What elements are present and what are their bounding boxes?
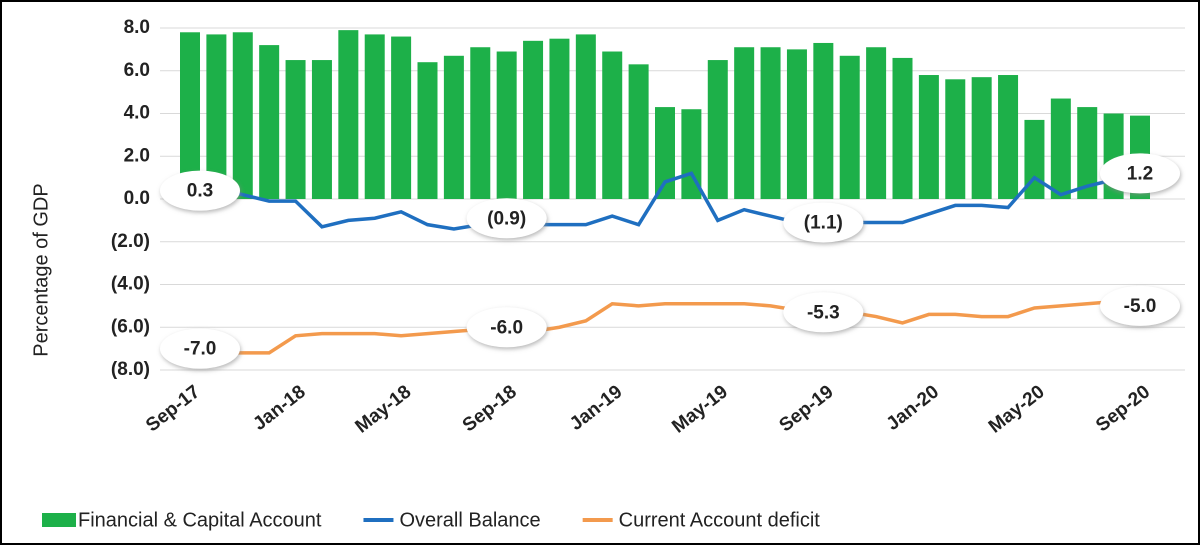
line [189,299,1141,355]
data-label-bubble [1100,153,1180,194]
legend-item: Overall Balance [363,509,541,531]
data-label-bubble [783,292,864,333]
bar [443,55,464,199]
data-label-bubble [466,307,547,348]
bar [311,60,332,199]
bar [232,32,253,200]
legend-label: Financial & Capital Account [78,509,322,531]
bar [549,38,570,199]
bar [523,40,544,200]
bar [1050,98,1071,199]
bar [786,49,807,199]
bar [417,62,438,200]
y-tick-label: (8.0) [111,359,150,380]
y-tick-label: 6.0 [124,60,150,81]
y-tick-label: (6.0) [111,316,150,337]
bar [945,79,966,199]
data-label-text: -7.0 [184,339,217,360]
data-label-bubble [160,328,240,369]
bar [364,34,385,199]
bar [655,107,675,199]
bar [734,47,755,199]
bar [839,55,860,199]
data-label-bubble [160,170,240,211]
legend-label: Overall Balance [399,509,540,531]
y-tick-label: 0.0 [124,188,150,209]
bar [575,34,596,199]
bar [338,30,359,200]
y-tick-label: 2.0 [124,145,150,166]
legend-item: Current Account deficit [582,509,821,531]
bar [1077,107,1098,199]
y-tick-label: (2.0) [111,231,150,252]
bar [259,45,280,199]
bar [496,51,517,200]
bar [760,47,781,199]
bar [602,51,623,200]
data-label-bubble [783,202,864,243]
data-label-text: -6.0 [490,317,523,338]
data-label: (0.9) [466,198,547,239]
data-label-text: 1.2 [1127,163,1153,184]
data-label: -5.3 [783,292,864,333]
data-label-text: (1.1) [804,213,843,234]
y-tick-label: 8.0 [124,17,150,38]
data-label: 1.2 [1100,153,1180,194]
bar [470,47,491,199]
data-label: -6.0 [466,307,547,348]
data-label-bubble [1100,285,1180,326]
data-label-text: -5.0 [1124,296,1157,317]
data-label: -7.0 [160,328,240,369]
bar [707,60,728,199]
bar [180,32,200,200]
y-tick-label: 4.0 [124,103,150,124]
bar [628,64,649,200]
bar [391,36,412,199]
data-label-text: 0.3 [187,181,213,202]
line [189,171,1141,231]
data-label-bubble [466,198,547,239]
data-label-text: -5.3 [807,302,840,323]
data-label: -5.0 [1100,285,1180,326]
y-axis-label: Percentage of GDP [30,183,52,356]
y-tick-label: (4.0) [111,274,150,295]
bar [971,77,992,199]
bar [998,75,1019,199]
data-label: 0.3 [160,170,240,211]
bar [918,75,939,199]
bar [285,60,306,199]
data-label-text: (0.9) [487,208,526,229]
legend-swatch [42,513,76,527]
bar [206,34,227,199]
legend-label: Current Account deficit [619,509,821,531]
bar [866,47,887,199]
data-label: (1.1) [783,202,864,243]
bar [892,57,913,199]
bar [813,42,834,200]
legend-item: Financial & Capital Account [42,509,322,531]
